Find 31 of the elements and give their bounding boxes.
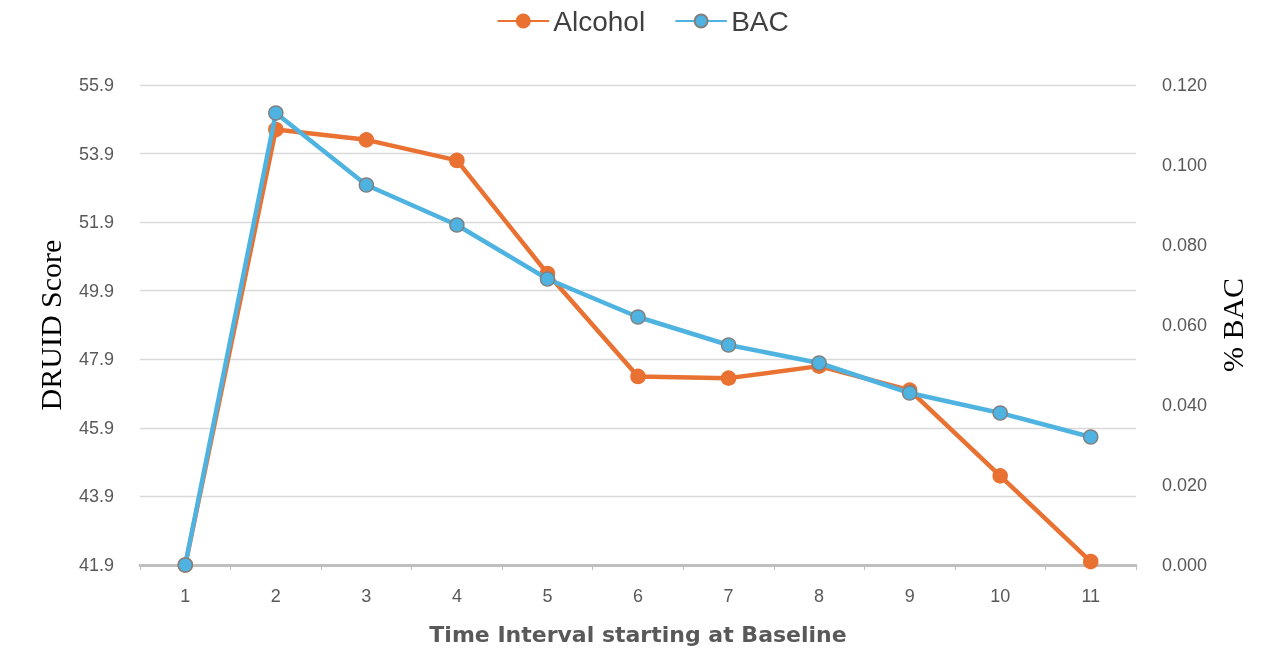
- x-tick-label: 6: [632, 586, 644, 606]
- y2-tick-label: 0.060: [1162, 315, 1208, 335]
- y2-axis-title: % BAC: [1216, 277, 1250, 373]
- x-tick-label: 10: [990, 586, 1011, 606]
- x-tick-label: 2: [270, 586, 281, 606]
- x-tick-label: 5: [542, 586, 553, 606]
- x-tick-label: 7: [723, 586, 734, 606]
- y2-tick-label: 0.080: [1162, 235, 1208, 255]
- x-tick-label: 1: [180, 586, 191, 606]
- y2-tick-label: 0.000: [1162, 555, 1208, 575]
- y2-tick-label: 0.020: [1162, 475, 1208, 495]
- x-tick-label: 11: [1081, 586, 1101, 606]
- legend-label: BAC: [731, 5, 789, 37]
- x-tick-label: 8: [814, 586, 825, 606]
- y-tick-label: 53.9: [78, 143, 114, 164]
- y-tick-label: 47.9: [78, 349, 114, 370]
- y2-tick-label: 0.040: [1162, 395, 1208, 415]
- y-tick-label: 49.9: [78, 280, 114, 301]
- y-tick-label: 43.9: [78, 486, 114, 507]
- y-axis-title: DRUID Score: [33, 239, 67, 411]
- legend-label: Alcohol: [553, 5, 646, 37]
- y2-tick-label: 0.100: [1162, 155, 1208, 175]
- x-tick-label: 3: [361, 586, 372, 606]
- y2-tick-label: 0.120: [1162, 75, 1208, 95]
- y-tick-label: 45.9: [78, 417, 114, 438]
- x-tick-label: 4: [451, 586, 462, 606]
- y-tick-label: 55.9: [78, 75, 114, 95]
- x-axis-title: Time Interval starting at Baseline: [429, 621, 847, 647]
- y-tick-label: 51.9: [78, 212, 114, 233]
- x-tick-label: 9: [904, 586, 915, 606]
- y-tick-label: 41.9: [78, 555, 114, 575]
